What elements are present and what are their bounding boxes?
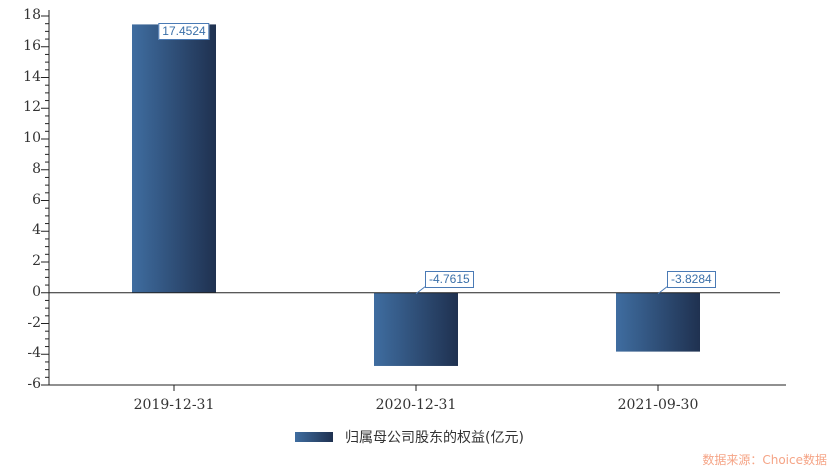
y-tick-label: 12 [23,99,41,116]
legend-label: 归属母公司股东的权益(亿元) [345,430,524,446]
y-tick-label: 10 [23,130,41,146]
data-label: -4.7615 [425,270,474,288]
data-source-text: 数据来源：Choice数据 [702,453,827,467]
y-tick-label: 6 [32,191,41,208]
label-connector [657,286,668,295]
y-tick-label: 8 [32,160,41,177]
bar-2019-12-31 [132,24,216,293]
y-tick-label: 18 [23,7,41,23]
y-tick-label: -6 [27,376,41,392]
y-tick-label: 4 [32,222,41,239]
y-tick-label: -2 [27,314,41,331]
y-tick-label: 2 [32,253,41,269]
x-tick-label: 2020-12-31 [375,397,457,413]
y-tick-label: 0 [32,283,41,300]
y-tick-label: -4 [27,345,41,362]
data-label: -3.8284 [667,270,716,288]
bar-2020-12-31 [374,292,458,366]
y-tick-label: 14 [23,68,41,85]
x-tick-label: 2019-12-31 [133,397,215,413]
label-connector [415,286,426,295]
legend-swatch [295,432,333,442]
data-label: 17.4524 [158,23,210,41]
y-tick-label: 16 [23,37,41,54]
legend: 归属母公司股东的权益(亿元) [295,427,524,447]
bar-2021-09-30 [616,292,700,352]
x-tick-label: 2021-09-30 [617,397,699,413]
